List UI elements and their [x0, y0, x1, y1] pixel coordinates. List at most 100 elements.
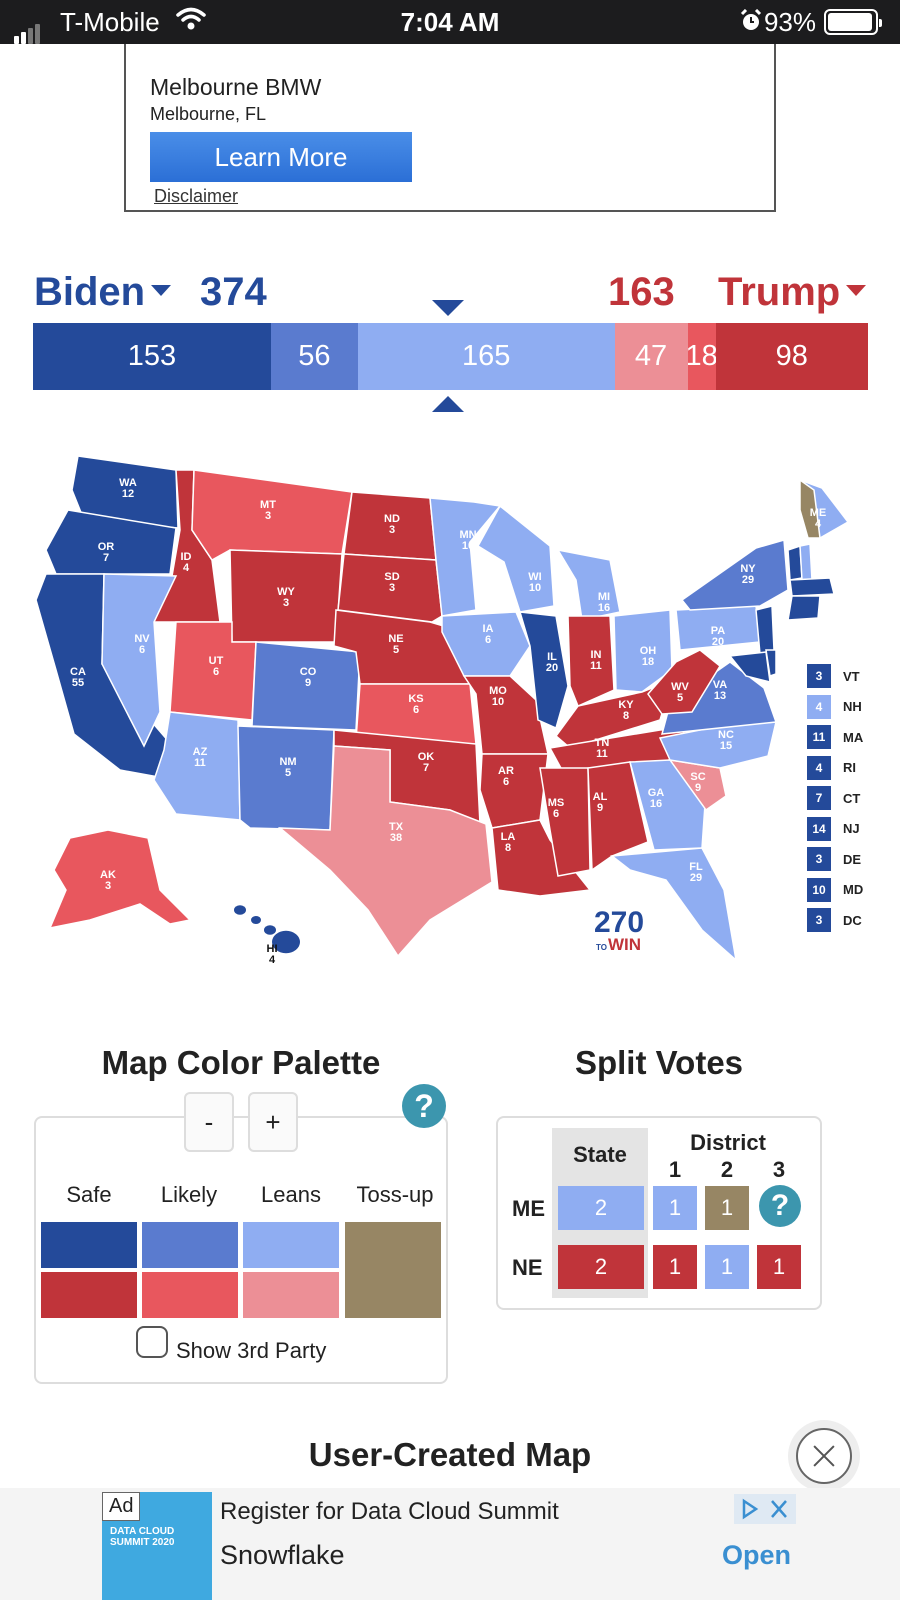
- learn-more-button[interactable]: Learn More: [150, 132, 412, 182]
- legend-item-de[interactable]: 3 DE: [807, 847, 861, 871]
- legend-state-abbr: NH: [843, 699, 862, 714]
- hawaii-island-2[interactable]: [264, 925, 276, 935]
- state-label-ny: NY 29: [740, 563, 756, 586]
- rep-candidate-name: Trump: [718, 270, 841, 314]
- legend-ev-box: 3: [807, 847, 831, 871]
- state-tx[interactable]: [277, 745, 493, 958]
- state-label-ut: UT 6: [209, 655, 224, 678]
- legend-item-vt[interactable]: 3 VT: [807, 664, 860, 688]
- palette-col-leans: Leans: [261, 1182, 321, 1207]
- state-oh[interactable]: [613, 609, 673, 693]
- legend-state-abbr: DE: [843, 851, 862, 867]
- ad-location: Melbourne, FL: [150, 104, 267, 124]
- legend-item-dc[interactable]: 3 DC: [807, 908, 862, 932]
- ev-segment-2: 165: [357, 323, 615, 390]
- us-electoral-map[interactable]: WA 12 OR 7 CA 55 ID 4 NV 6 MT 3 WY 3 UT 6 AZ 11 CO 9 NM 5 ND 3 S…: [30, 450, 870, 990]
- battery-icon: [824, 9, 882, 35]
- top-ad-banner[interactable]: Melbourne BMW Melbourne, FL Learn More D…: [124, 44, 776, 212]
- legend-item-md[interactable]: 10 MD: [807, 877, 863, 902]
- ne-district-1[interactable]: 1: [653, 1245, 697, 1289]
- increase-button[interactable]: +: [248, 1092, 298, 1152]
- state-ma-shape[interactable]: [789, 577, 835, 597]
- state-al[interactable]: [587, 761, 649, 872]
- state-nj-shape[interactable]: [755, 605, 775, 655]
- legend-ev-box: 3: [807, 908, 831, 932]
- state-va[interactable]: [660, 661, 778, 735]
- legend-item-ri[interactable]: 4 RI: [807, 755, 856, 780]
- ne-state-votes[interactable]: 2: [558, 1245, 644, 1289]
- state-mn[interactable]: [429, 497, 502, 617]
- rep-candidate-selector[interactable]: Trump: [718, 270, 867, 315]
- me-state-votes[interactable]: 2: [558, 1186, 644, 1230]
- state-label-ia: IA 6: [483, 623, 494, 646]
- state-mi[interactable]: [556, 548, 621, 621]
- ev-segment-3: 47: [614, 323, 688, 390]
- state-md-shape[interactable]: [728, 651, 771, 683]
- ad-tag: Ad: [102, 1492, 141, 1521]
- state-label-ky: KY 8: [618, 699, 634, 722]
- legend-ev-box: 4: [807, 755, 831, 780]
- 270towin-logo-to: TO: [596, 943, 607, 952]
- state-label-nm: NM 5: [279, 756, 296, 779]
- legend-item-ct[interactable]: 7 CT: [807, 786, 860, 810]
- hawaii-island-0[interactable]: [234, 905, 246, 915]
- palette-help-icon[interactable]: ?: [402, 1084, 446, 1128]
- me-district-2[interactable]: 1: [705, 1186, 749, 1230]
- state-il[interactable]: [518, 611, 569, 730]
- state-wi[interactable]: [476, 504, 555, 613]
- hawaii-island-1[interactable]: [251, 916, 261, 924]
- state-label-mn: MN 10: [459, 529, 476, 552]
- state-nv[interactable]: [101, 573, 178, 748]
- ne-district-2[interactable]: 1: [705, 1245, 749, 1289]
- state-label-az: AZ 11: [193, 746, 208, 769]
- split-votes-help-icon[interactable]: ?: [759, 1185, 801, 1227]
- state-ny[interactable]: [680, 539, 789, 611]
- state-az[interactable]: [153, 711, 241, 821]
- maine-district-2-shape[interactable]: [799, 478, 821, 539]
- adchoices-icon[interactable]: [734, 1494, 796, 1524]
- swatch-lean-r[interactable]: [243, 1272, 339, 1318]
- swatch-lean-d[interactable]: [243, 1222, 339, 1268]
- disclaimer-link[interactable]: Disclaimer: [154, 186, 239, 206]
- legend-item-nj[interactable]: 14 NJ: [807, 816, 860, 841]
- state-label-ga: GA 16: [648, 787, 665, 810]
- ad-open-button[interactable]: Open: [722, 1540, 792, 1570]
- state-label-wv: WV 5: [671, 681, 689, 704]
- swatch-tossup[interactable]: [345, 1222, 441, 1318]
- state-ms[interactable]: [539, 767, 591, 877]
- state-ky[interactable]: [554, 678, 674, 749]
- state-ct-shape[interactable]: [787, 595, 821, 621]
- me-district-1[interactable]: 1: [653, 1186, 697, 1230]
- state-wv[interactable]: [647, 649, 721, 715]
- swatch-safe-d[interactable]: [41, 1222, 137, 1268]
- state-label-ar: AR 6: [498, 765, 514, 788]
- decrease-button[interactable]: -: [184, 1092, 234, 1152]
- legend-item-ma[interactable]: 11 MA: [807, 725, 863, 749]
- state-nh-shape[interactable]: [799, 543, 813, 581]
- dem-candidate-selector[interactable]: Biden: [34, 270, 172, 315]
- state-la[interactable]: [491, 819, 592, 897]
- state-label-sc: SC 9: [690, 771, 705, 794]
- state-ak[interactable]: [48, 829, 192, 930]
- swatch-likely-r[interactable]: [142, 1272, 238, 1318]
- state-label-va: VA 13: [713, 679, 728, 702]
- state-fl[interactable]: [610, 847, 738, 962]
- state-sd[interactable]: [337, 553, 443, 623]
- ad-advertiser: Snowflake: [220, 1540, 345, 1570]
- split-votes-title: Split Votes: [574, 1044, 744, 1081]
- ad-headline: Register for Data Cloud Summit: [220, 1498, 559, 1525]
- legend-state-abbr: DC: [843, 912, 862, 928]
- close-icon[interactable]: [796, 1428, 852, 1484]
- state-label-il: IL 20: [546, 651, 558, 674]
- legend-item-nh[interactable]: 4 NH: [807, 694, 862, 719]
- swatch-likely-d[interactable]: [142, 1222, 238, 1268]
- palette-col-safe: Safe: [66, 1182, 112, 1207]
- state-mt[interactable]: [191, 469, 353, 561]
- state-ar[interactable]: [479, 753, 549, 829]
- state-in[interactable]: [567, 615, 615, 708]
- show-third-party-checkbox[interactable]: [136, 1326, 168, 1358]
- ne-district-3[interactable]: 1: [757, 1245, 801, 1289]
- state-de-shape[interactable]: [765, 649, 777, 677]
- swatch-safe-r[interactable]: [41, 1272, 137, 1318]
- hawaii-island-3[interactable]: [272, 930, 300, 954]
